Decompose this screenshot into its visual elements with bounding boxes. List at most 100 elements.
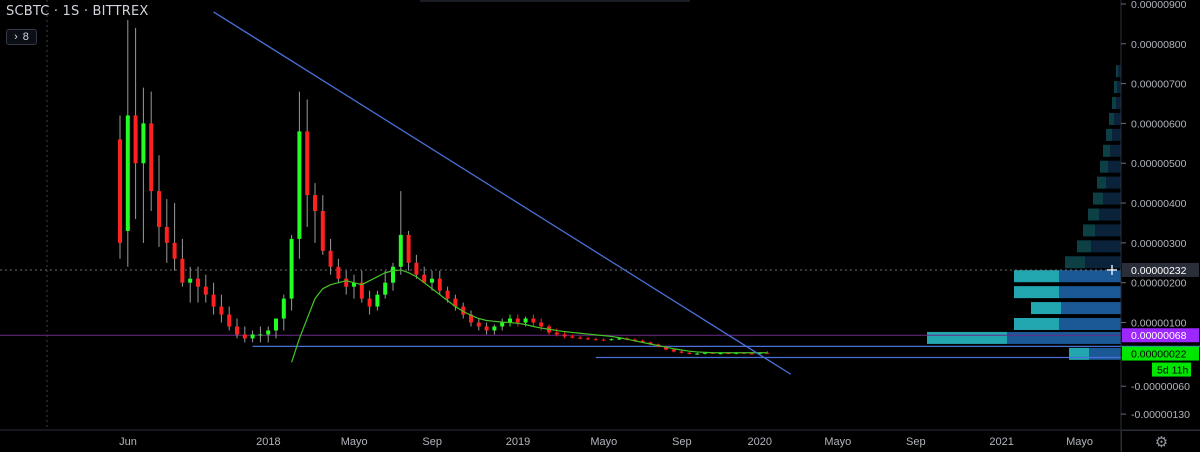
candle-body	[695, 353, 700, 355]
candle-body	[375, 294, 380, 307]
candle-body	[344, 278, 349, 287]
candle-body	[718, 353, 723, 355]
symbol-name[interactable]: SCBTC	[6, 4, 50, 19]
candle-body	[523, 318, 528, 323]
candle-body	[274, 318, 278, 331]
volume-profile-bar-dark	[1059, 286, 1121, 299]
candle-body	[726, 353, 731, 355]
price-tick-label: -0.00000060	[1131, 381, 1190, 393]
candle-body	[328, 250, 333, 267]
candle-body	[164, 226, 169, 243]
candle-body	[180, 258, 185, 283]
volume-profile-bar-dark	[1118, 65, 1121, 78]
price-tick-label: 0.00000900	[1131, 0, 1187, 11]
volume-profile-bar-dark	[1099, 208, 1121, 221]
price-tick-label: 0.00000700	[1131, 79, 1187, 91]
volume-profile-bar-dark	[1117, 81, 1121, 94]
candle-body	[313, 195, 317, 212]
volume-profile-bar-dark	[1112, 128, 1121, 141]
candle-body	[297, 131, 302, 239]
candle-body	[570, 336, 575, 338]
volume-profile-bar-dark	[1089, 347, 1121, 360]
candle-body	[445, 290, 450, 299]
moving-average-line	[291, 269, 768, 363]
interval-label[interactable]: 1S	[62, 4, 80, 19]
candle-body	[539, 322, 544, 327]
volume-profile-bar-dark	[1059, 270, 1121, 283]
descending-trendline[interactable]	[213, 11, 792, 375]
candle-body	[359, 282, 364, 299]
candle-body	[219, 306, 224, 315]
candle-body	[383, 282, 388, 295]
time-tick-label: 2018	[256, 436, 280, 448]
candle-body	[196, 278, 200, 287]
volume-profile-bar-dark	[1091, 240, 1121, 253]
volume-profile-bar-light	[1014, 270, 1059, 283]
last-price-label: 0.00000022	[1131, 349, 1187, 361]
candle-body	[430, 278, 434, 283]
candle-body	[679, 351, 684, 353]
chart-legend-header: SCBTC · 1S · BITTREX	[6, 4, 148, 19]
candle-body	[320, 211, 325, 251]
candle-body	[157, 191, 161, 227]
top-toolbar-strip	[420, 0, 690, 2]
volume-profile-bar-dark	[1061, 302, 1121, 315]
candle-body	[671, 349, 676, 352]
volume-profile-bar-light	[1116, 65, 1118, 78]
candle-body	[258, 334, 263, 336]
volume-profile-bar-light	[1103, 144, 1110, 157]
volume-profile-bar-dark	[1103, 192, 1121, 205]
crosshair-price-label-bg	[1122, 262, 1199, 277]
candle-body	[500, 322, 505, 327]
candle-body	[406, 234, 411, 263]
candle-body	[593, 339, 598, 341]
volume-profile-bar-light	[1031, 302, 1061, 315]
volume-profile-bar-dark	[1116, 97, 1121, 110]
candle-body	[188, 278, 193, 283]
candle-body	[289, 238, 294, 299]
candle-body	[492, 326, 497, 331]
volume-profile-bar-light	[1014, 286, 1059, 299]
volume-profile-bar-light	[1014, 317, 1059, 330]
candle-body	[203, 286, 208, 295]
volume-profile-bar-light	[1109, 112, 1114, 125]
volume-profile-bar-dark	[1110, 144, 1121, 157]
candle-body	[617, 338, 622, 340]
candle-body	[437, 278, 442, 291]
candle-body	[281, 298, 286, 319]
volume-profile-bar-dark	[1095, 224, 1121, 237]
volume-profile-bar-light	[1097, 176, 1106, 189]
candle-body	[211, 294, 216, 307]
candle-body	[687, 352, 692, 354]
candle-body	[367, 298, 372, 307]
candle-body	[586, 338, 590, 340]
time-tick-label: Mayo	[341, 436, 368, 448]
candle-body	[227, 314, 232, 327]
exchange-label: BITTREX	[92, 4, 149, 19]
volume-profile-bar-dark	[1106, 176, 1121, 189]
settings-gear-icon[interactable]: ⚙	[1121, 430, 1200, 452]
volume-profile-bar-light	[1069, 347, 1089, 360]
candle-body	[664, 346, 668, 350]
time-tick-label: 2019	[506, 436, 530, 448]
candle-body	[554, 332, 559, 335]
volume-profile-bar-dark	[1114, 112, 1121, 125]
purple-price-label: 0.00000068	[1131, 330, 1187, 342]
candle-body	[336, 266, 341, 279]
candle-body	[414, 262, 419, 275]
time-tick-label: Mayo	[1066, 436, 1093, 448]
countdown-label-bg	[1152, 362, 1191, 377]
volume-profile-bar-light	[1077, 240, 1091, 253]
header-separator: ·	[83, 4, 89, 19]
volume-profile-bar-light	[1112, 97, 1116, 110]
candle-body	[453, 298, 458, 307]
header-separator: ·	[53, 4, 59, 19]
time-tick-label: Mayo	[824, 436, 851, 448]
volume-profile-bar-light	[1093, 192, 1103, 205]
indicators-collapse-button[interactable]: › 8	[6, 29, 37, 45]
candle-body	[422, 274, 427, 283]
candle-body	[461, 306, 466, 315]
candle-body	[250, 334, 255, 339]
candle-body	[149, 123, 154, 192]
